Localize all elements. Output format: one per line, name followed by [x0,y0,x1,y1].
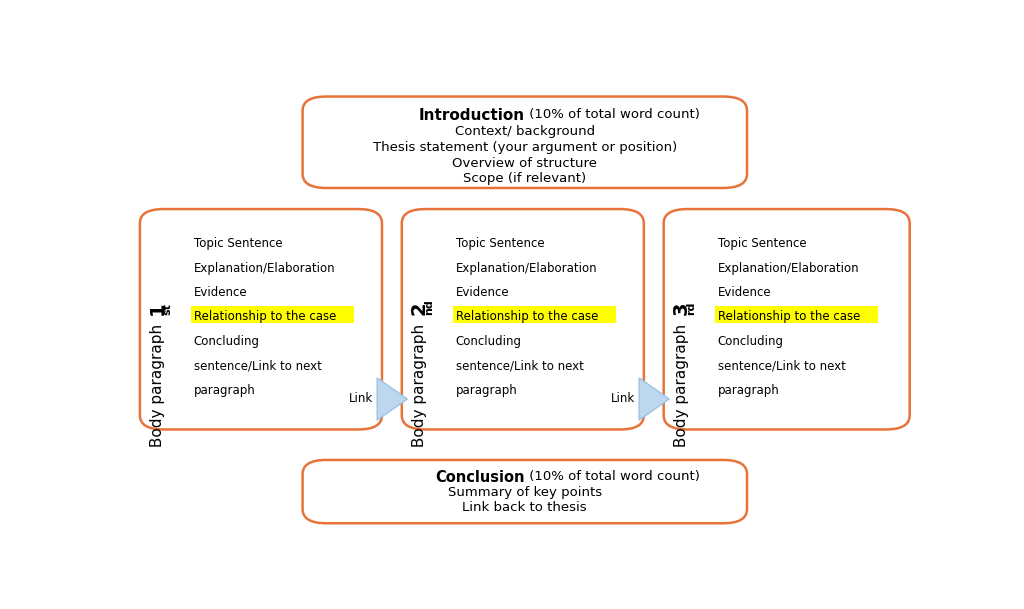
Text: Concluding: Concluding [194,335,260,348]
Text: Link: Link [349,392,373,406]
Text: sentence/Link to next: sentence/Link to next [456,359,584,372]
Text: Link: Link [611,392,635,406]
Text: Evidence: Evidence [194,286,248,299]
Text: paragraph: paragraph [194,384,256,396]
Text: Explanation/Elaboration: Explanation/Elaboration [718,262,859,275]
Text: Topic Sentence: Topic Sentence [456,238,545,250]
Text: Body paragraph: Body paragraph [150,324,165,452]
Text: sentence/Link to next: sentence/Link to next [718,359,846,372]
FancyBboxPatch shape [140,209,382,429]
Text: nd: nd [424,299,434,315]
Text: Thesis statement (your argument or position): Thesis statement (your argument or posit… [373,141,677,153]
Text: Body paragraph: Body paragraph [412,324,427,452]
Text: Body paragraph: Body paragraph [674,324,688,452]
Text: Explanation/Elaboration: Explanation/Elaboration [456,262,597,275]
Text: 3: 3 [672,301,690,315]
Text: Explanation/Elaboration: Explanation/Elaboration [194,262,336,275]
Text: 1: 1 [147,301,167,315]
FancyBboxPatch shape [454,306,616,323]
Text: 2: 2 [410,301,429,315]
FancyBboxPatch shape [191,306,354,323]
Text: Introduction: Introduction [419,108,524,123]
Text: (10% of total word count): (10% of total word count) [524,108,699,121]
Text: Topic Sentence: Topic Sentence [194,238,283,250]
Text: Link back to thesis: Link back to thesis [463,501,587,514]
Text: Conclusion: Conclusion [435,470,524,485]
Text: sentence/Link to next: sentence/Link to next [194,359,322,372]
Text: Evidence: Evidence [718,286,771,299]
Text: Overview of structure: Overview of structure [453,157,597,169]
Text: st: st [162,303,172,315]
Polygon shape [377,378,408,420]
Text: Concluding: Concluding [456,335,522,348]
Text: Scope (if relevant): Scope (if relevant) [463,172,587,186]
Text: Summary of key points: Summary of key points [447,486,602,499]
Text: (10% of total word count): (10% of total word count) [524,470,699,484]
FancyBboxPatch shape [664,209,909,429]
FancyBboxPatch shape [303,97,748,188]
FancyBboxPatch shape [303,460,748,523]
FancyBboxPatch shape [401,209,644,429]
Polygon shape [639,378,670,420]
Text: paragraph: paragraph [718,384,779,396]
Text: Topic Sentence: Topic Sentence [718,238,806,250]
Text: Relationship to the case: Relationship to the case [456,311,598,323]
Text: Relationship to the case: Relationship to the case [718,311,860,323]
Text: Evidence: Evidence [456,286,509,299]
FancyBboxPatch shape [716,306,878,323]
Text: Relationship to the case: Relationship to the case [194,311,336,323]
Text: rd: rd [686,301,695,315]
Text: paragraph: paragraph [456,384,517,396]
Text: Concluding: Concluding [718,335,783,348]
Text: Context/ background: Context/ background [455,125,595,138]
